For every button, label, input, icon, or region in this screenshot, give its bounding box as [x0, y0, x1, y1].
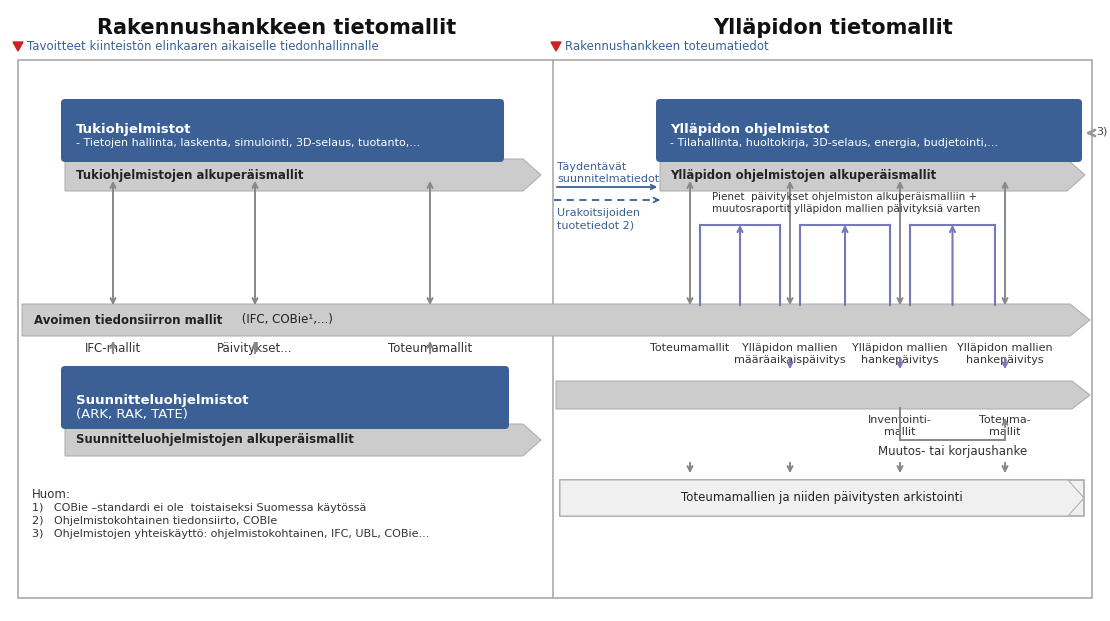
Text: Suunnitteluohjelmistojen alkuperäismallit: Suunnitteluohjelmistojen alkuperäismalli… — [75, 433, 354, 446]
FancyBboxPatch shape — [656, 99, 1082, 162]
Text: Ylläpidon mallien
määräaikaispäivitys: Ylläpidon mallien määräaikaispäivitys — [734, 343, 846, 365]
Text: muutosraportit ylläpidon mallien päivityksiä varten: muutosraportit ylläpidon mallien päivity… — [712, 204, 980, 214]
Text: Avoimen tiedonsiirron mallit: Avoimen tiedonsiirron mallit — [34, 314, 222, 327]
Text: Rakennushankkeen tietomallit: Rakennushankkeen tietomallit — [98, 18, 456, 38]
Text: - Tilahallinta, huoltokirja, 3D-selaus, energia, budjetointi,...: - Tilahallinta, huoltokirja, 3D-selaus, … — [670, 138, 998, 148]
Text: Pienet  päivitykset ohjelmiston alkuperäismalliin +: Pienet päivitykset ohjelmiston alkuperäi… — [712, 192, 977, 202]
FancyBboxPatch shape — [61, 366, 509, 429]
Text: Toteumamallit: Toteumamallit — [387, 342, 472, 355]
Text: - Tietojen hallinta, laskenta, simulointi, 3D-selaus, tuotanto,...: - Tietojen hallinta, laskenta, simuloint… — [75, 138, 420, 148]
Text: suunnitelmatiedot: suunnitelmatiedot — [557, 174, 659, 184]
Polygon shape — [65, 424, 541, 456]
Text: (IFC, COBie¹,...): (IFC, COBie¹,...) — [238, 314, 333, 327]
Polygon shape — [22, 304, 1090, 336]
Text: Tukiohjelmistot: Tukiohjelmistot — [75, 123, 192, 136]
Text: tuotetiedot 2): tuotetiedot 2) — [557, 220, 634, 230]
Text: (ARK, RAK, TATE): (ARK, RAK, TATE) — [75, 408, 188, 421]
Text: Toteumamallien ja niiden päivitysten arkistointi: Toteumamallien ja niiden päivitysten ark… — [682, 491, 962, 504]
Text: 1)   COBie –standardi ei ole  toistaiseksi Suomessa käytössä: 1) COBie –standardi ei ole toistaiseksi … — [32, 503, 366, 513]
Text: Ylläpidon ohjelmistot: Ylläpidon ohjelmistot — [670, 123, 829, 136]
Text: Päivitykset...: Päivitykset... — [218, 342, 293, 355]
Text: IFC-mallit: IFC-mallit — [84, 342, 141, 355]
Text: Ylläpidon ohjelmistojen alkuperäismallit: Ylläpidon ohjelmistojen alkuperäismallit — [670, 168, 936, 181]
Text: Ylläpidon tietomallit: Ylläpidon tietomallit — [713, 18, 952, 38]
Text: Huom:: Huom: — [32, 488, 71, 501]
Polygon shape — [13, 42, 23, 51]
FancyBboxPatch shape — [18, 60, 1092, 598]
Polygon shape — [561, 480, 1084, 516]
Text: Ylläpidon mallien
hankepäivitys: Ylläpidon mallien hankepäivitys — [957, 343, 1052, 365]
Text: Tavoitteet kiinteistön elinkaaren aikaiselle tiedonhallinnalle: Tavoitteet kiinteistön elinkaaren aikais… — [27, 40, 379, 53]
Text: 3)   Ohjelmistojen yhteiskäyttö: ohjelmistokohtainen, IFC, UBL, COBie...: 3) Ohjelmistojen yhteiskäyttö: ohjelmist… — [32, 529, 430, 539]
Text: 3): 3) — [1096, 127, 1108, 137]
FancyBboxPatch shape — [561, 480, 1084, 516]
Text: Muutos- tai korjaushanke: Muutos- tai korjaushanke — [878, 445, 1027, 458]
Text: Toteuma-
mallit: Toteuma- mallit — [979, 415, 1031, 437]
Polygon shape — [660, 159, 1084, 191]
Text: 2)   Ohjelmistokohtainen tiedonsiirto, COBIe: 2) Ohjelmistokohtainen tiedonsiirto, COB… — [32, 516, 278, 526]
Text: Urakoitsijoiden: Urakoitsijoiden — [557, 208, 640, 218]
Text: Toteumamallit: Toteumamallit — [650, 343, 729, 353]
FancyBboxPatch shape — [61, 99, 504, 162]
Polygon shape — [556, 381, 1090, 409]
Polygon shape — [551, 42, 561, 51]
Text: Täydentävät: Täydentävät — [557, 162, 626, 172]
Text: Tukiohjelmistojen alkuperäismallit: Tukiohjelmistojen alkuperäismallit — [75, 168, 303, 181]
Text: Inventointi-
mallit: Inventointi- mallit — [868, 415, 932, 437]
Text: Ylläpidon mallien
hankepäivitys: Ylläpidon mallien hankepäivitys — [852, 343, 948, 365]
Text: Rakennushankkeen toteumatiedot: Rakennushankkeen toteumatiedot — [565, 40, 769, 53]
Text: Suunnitteluohjelmistot: Suunnitteluohjelmistot — [75, 394, 249, 407]
Polygon shape — [65, 159, 541, 191]
